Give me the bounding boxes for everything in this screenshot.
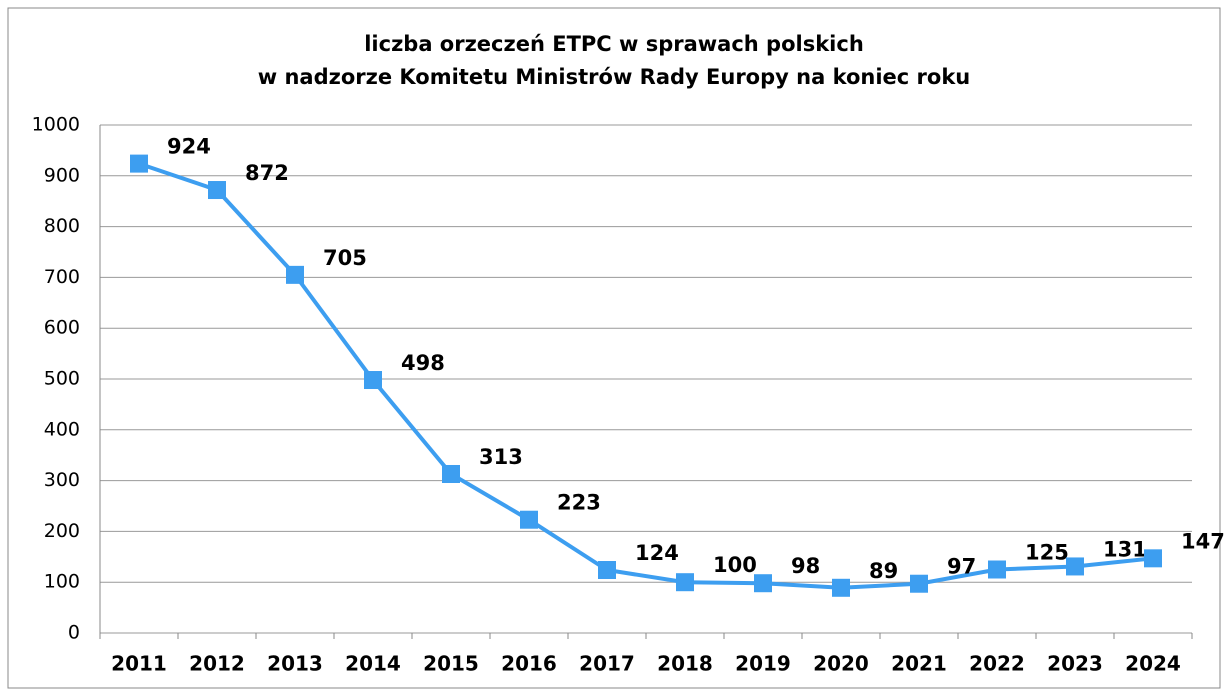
data-label: 89 [869,559,898,583]
data-label: 98 [791,554,820,578]
y-tick-label: 1000 [32,114,80,136]
y-tick-label: 200 [44,520,80,542]
data-label: 124 [635,541,679,565]
x-tick-label: 2022 [969,652,1025,676]
marker [1066,557,1084,576]
data-label: 705 [323,246,367,270]
data-label: 147 [1181,529,1225,553]
marker [208,181,226,200]
data-label: 131 [1103,537,1147,561]
y-tick-label: 400 [44,418,80,440]
data-label: 97 [947,555,976,579]
x-tick-label: 2014 [345,652,401,676]
chart-frame [7,7,1221,689]
marker [520,510,538,529]
y-tick-label: 900 [44,164,80,186]
y-tick-label: 500 [44,368,80,390]
data-label: 223 [557,491,601,515]
data-label: 872 [245,161,289,185]
marker [754,574,772,593]
x-tick-label: 2024 [1125,652,1181,676]
y-tick-label: 600 [44,317,80,339]
x-tick-label: 2019 [735,652,791,676]
marker [598,561,616,580]
line [138,161,1154,590]
x-tick-label: 2021 [891,652,947,676]
x-tick-label: 2012 [189,652,245,676]
x-tick-label: 2011 [111,652,167,676]
marker [910,574,928,593]
marker [286,265,304,284]
y-tick-label: 800 [44,215,80,237]
data-label: 498 [401,351,445,375]
x-tick-label: 2015 [423,652,479,676]
y-tick-label: 0 [68,622,80,644]
marker [832,578,850,597]
data-label: 313 [479,445,523,469]
marker [988,560,1006,579]
x-tick-label: 2018 [657,652,713,676]
marker [364,371,382,390]
x-tick-label: 2020 [813,652,869,676]
x-tick-label: 2017 [579,652,635,676]
chart-title: liczba orzeczeń ETPC w sprawach polskich [364,32,864,56]
data-label: 125 [1025,541,1069,565]
marker [676,573,694,592]
x-tick-label: 2023 [1047,652,1103,676]
y-tick-label: 700 [44,266,80,288]
data-label: 924 [167,135,211,159]
y-tick-label: 100 [44,571,80,593]
x-tick-label: 2016 [501,652,557,676]
y-tick-label: 300 [44,469,80,491]
marker [442,464,460,483]
marker [130,154,148,173]
x-tick-label: 2013 [267,652,323,676]
marker [1144,549,1162,568]
chart-title: w nadzorze Komitetu Ministrów Rady Europ… [258,65,971,89]
data-label: 100 [713,553,757,577]
